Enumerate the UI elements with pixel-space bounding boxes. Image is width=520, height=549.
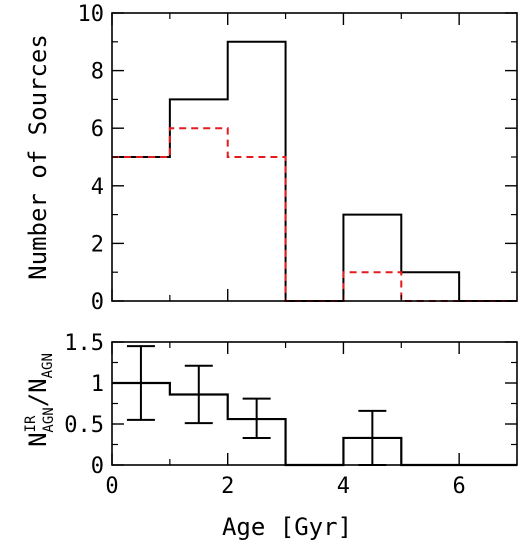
bottom-x-tick-label: 2 — [221, 474, 234, 499]
top-y-tick-label: 8 — [91, 60, 104, 85]
bottom-x-tick-label: 4 — [337, 474, 350, 499]
histogram-all-agn-series — [112, 40, 517, 302]
ylabel-sub: AGN — [41, 407, 57, 432]
x-axis-title: Age [Gyr] — [222, 513, 352, 541]
ratio-histogram-series — [112, 381, 517, 467]
bottom-axes-frame — [111, 341, 518, 466]
top-y-tick-label: 2 — [91, 232, 104, 257]
ylabel-mid: /N — [24, 378, 52, 407]
bottom-y-axis-title: NIR AGN/NAGN — [23, 353, 57, 447]
bottom-y-tick-label: 0.5 — [64, 413, 104, 438]
top-axes-frame — [111, 12, 518, 302]
bottom-y-tick-label: 1 — [91, 372, 104, 397]
top-y-tick-label: 6 — [91, 117, 104, 142]
bottom-x-tick-label: 0 — [105, 474, 118, 499]
ylabel-main: N — [24, 432, 52, 446]
top-y-tick-label: 0 — [91, 290, 104, 315]
top-y-axis-title: Number of Sources — [24, 34, 52, 280]
ylabel-sub2: AGN — [40, 353, 56, 378]
ylabel-sup: IR — [23, 415, 39, 432]
bottom-y-tick-label: 0 — [91, 454, 104, 479]
top-y-tick-label: 10 — [78, 2, 105, 27]
bottom-x-tick-label: 6 — [453, 474, 466, 499]
top-panel: 0 2 4 6 8 10 — [78, 2, 518, 315]
bottom-panel: 0 0.5 1 1.5 0 2 4 6 — [64, 331, 518, 499]
top-y-tick-label: 4 — [91, 175, 104, 200]
bottom-y-tick-label: 1.5 — [64, 331, 104, 356]
histogram-ir-agn-series — [112, 127, 517, 302]
